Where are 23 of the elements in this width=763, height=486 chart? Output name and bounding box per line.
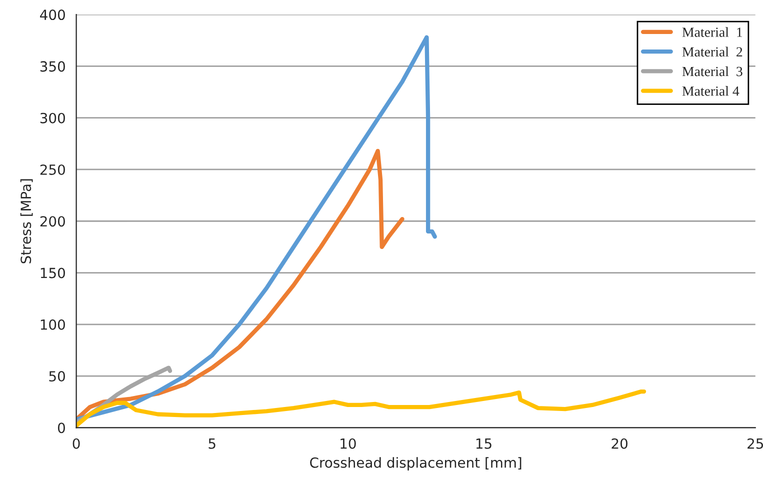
line-series	[76, 35, 437, 422]
y-tick-label: 350	[40, 61, 65, 72]
x-tick-label: 5	[208, 438, 216, 449]
x-axis-title: Crosshead displacement [mm]	[310, 457, 522, 471]
y-tick-label: 150	[40, 268, 65, 278]
y-tick-label: 300	[40, 112, 65, 124]
y-tick-label: 400	[40, 10, 65, 20]
legend-label: Material 4	[682, 86, 740, 96]
y-tick-label: 50	[49, 371, 65, 382]
x-tick-label: 0	[72, 438, 80, 449]
x-tick-label: 20	[612, 438, 628, 449]
line-series	[76, 389, 646, 428]
y-tick-label: 100	[40, 319, 65, 330]
x-tick-label: 15	[476, 438, 492, 449]
legend-label: Material 1	[682, 27, 742, 37]
x-tick-label: 25	[748, 438, 763, 449]
y-tick-label: 250	[40, 164, 65, 175]
y-tick-label: 0	[58, 422, 65, 434]
legend-label: Material 3	[682, 66, 742, 76]
y-tick-label: 200	[40, 216, 65, 227]
y-axis-title: Stress [MPa]	[20, 179, 33, 264]
x-tick-label: 10	[340, 438, 356, 449]
legend-label: Material 2	[682, 46, 742, 57]
